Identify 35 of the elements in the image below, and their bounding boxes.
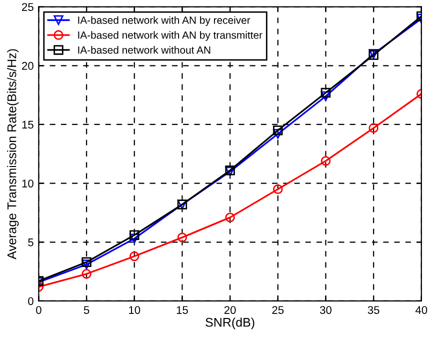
point bbox=[177, 232, 188, 242]
x-tick-label: 35 bbox=[368, 306, 380, 314]
y-axis-title: Average Transmission Rate(Bits/s/Hz) bbox=[7, 49, 19, 260]
x-tick-label: 0 bbox=[36, 306, 42, 314]
point bbox=[82, 260, 92, 270]
point bbox=[130, 251, 140, 262]
legend-label: IA-based network without AN bbox=[78, 46, 210, 54]
point bbox=[320, 156, 331, 166]
point bbox=[368, 123, 378, 133]
x-tick-label: 25 bbox=[272, 306, 284, 314]
point bbox=[320, 88, 331, 98]
legend-label: IA-based network with AN by transmitter bbox=[78, 31, 262, 41]
y-tick-label: 10 bbox=[22, 180, 34, 188]
point bbox=[130, 234, 140, 244]
x-tick-label: 40 bbox=[415, 306, 428, 314]
y-tick-label: 20 bbox=[22, 62, 34, 70]
y-tick-label: 15 bbox=[22, 120, 34, 129]
y-tick-label: 0 bbox=[28, 297, 34, 306]
point bbox=[130, 230, 140, 240]
y-tick-label: 5 bbox=[28, 238, 34, 246]
x-tick-label: 15 bbox=[176, 306, 188, 314]
x-tick-label: 20 bbox=[224, 306, 236, 314]
point bbox=[225, 212, 235, 222]
point bbox=[273, 129, 283, 139]
legend-label: IA-based network with AN by receiver bbox=[78, 16, 250, 26]
point bbox=[273, 184, 283, 194]
point bbox=[82, 257, 92, 267]
point bbox=[273, 126, 283, 136]
y-tick-label: 25 bbox=[22, 3, 34, 11]
point bbox=[82, 269, 92, 279]
x-axis-title: SNR(dB) bbox=[206, 318, 254, 330]
x-tick-label: 30 bbox=[320, 306, 332, 314]
x-tick-label: 10 bbox=[129, 306, 140, 314]
x-tick-label: 5 bbox=[84, 306, 90, 314]
point bbox=[320, 91, 331, 102]
